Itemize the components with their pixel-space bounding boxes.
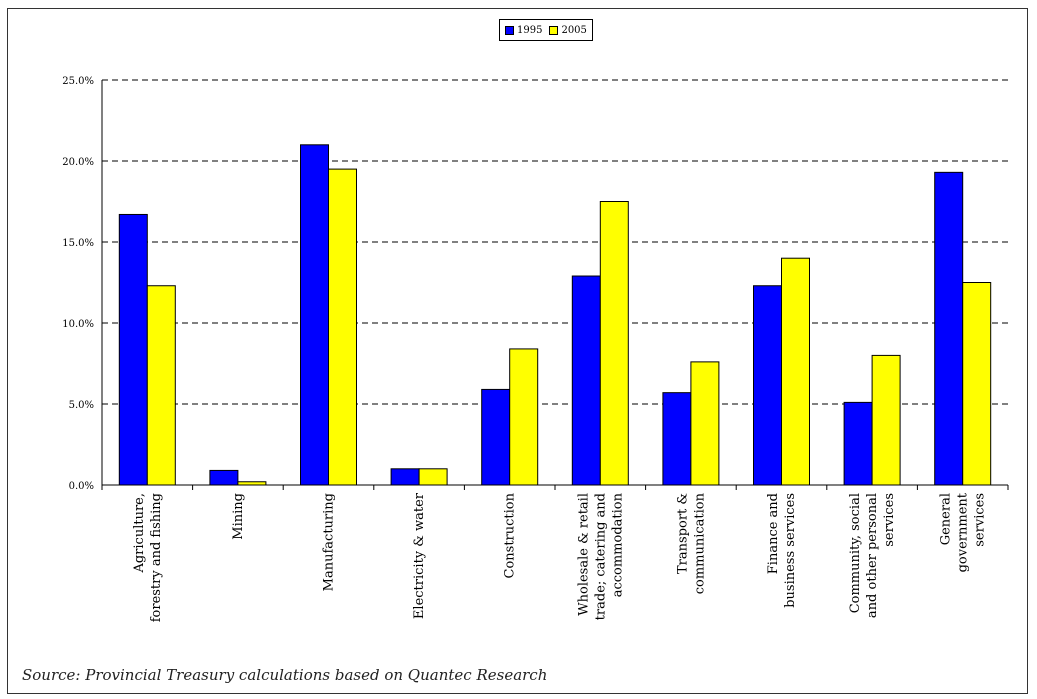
category-label-line: Community, social (848, 493, 863, 613)
bar-1995 (390, 468, 420, 486)
category-label: Construction (503, 492, 518, 578)
legend: 1995 2005 (499, 19, 593, 41)
bar-2005 (328, 168, 357, 486)
y-tick-label: 25.0% (62, 76, 94, 87)
category-label: Electricity & water (412, 492, 427, 619)
category-label-line: accommodation (610, 492, 625, 597)
category-label-line: communication (692, 492, 707, 594)
legend-item-2005: 2005 (549, 24, 587, 36)
category-label: Mining (231, 493, 246, 540)
bar-1995 (843, 401, 873, 486)
category-label-line: Transport & (675, 493, 690, 574)
legend-label-2005: 2005 (561, 24, 587, 36)
bar-2005 (237, 481, 267, 486)
category-label-line: government (956, 492, 971, 572)
bar-2005 (418, 468, 448, 486)
legend-swatch-1995 (505, 25, 514, 35)
category-label: General government services (939, 492, 988, 572)
category-label-line: Agriculture, (132, 493, 147, 574)
bar-2005 (962, 282, 992, 486)
bar-2005 (146, 285, 176, 486)
category-label: Transport & communication (675, 492, 707, 594)
category-label-line: services (882, 493, 897, 547)
category-label-line: forestry and fishing (149, 493, 164, 622)
category-label: Community, social and other personal servi… (848, 493, 897, 618)
bar-1995 (662, 392, 692, 486)
y-tick-label: 0.0% (69, 481, 94, 492)
category-label-line: and other personal (865, 493, 880, 618)
category-label: Wholesale & retail trade; catering and acc… (576, 492, 625, 620)
category-label-line: General (939, 493, 954, 545)
y-tick-label: 15.0% (62, 238, 94, 249)
category-label: Finance and business services (766, 493, 798, 608)
bar-1995 (209, 469, 239, 486)
bar-2005 (781, 257, 810, 486)
legend-item-1995: 1995 (505, 25, 542, 36)
category-label-line: Manufacturing (322, 493, 337, 591)
category-label-line: trade; catering and (593, 493, 608, 620)
y-tick-label: 10.0% (62, 319, 94, 330)
bar-2005 (599, 201, 629, 486)
category-label-line: services (973, 493, 988, 547)
bar-1995 (481, 388, 511, 486)
bar-1995 (934, 171, 964, 486)
category-label-line: Mining (231, 493, 246, 540)
category-label: Manufacturing (322, 493, 337, 591)
bar-2005 (871, 354, 901, 486)
y-tick-label: 20.0% (62, 157, 94, 168)
bar-2005 (690, 361, 720, 486)
bar-1995 (571, 275, 601, 486)
category-label-line: Finance and (766, 493, 781, 574)
category-label: Agriculture, forestry and fishing (132, 493, 164, 622)
legend-swatch-2005 (549, 25, 559, 35)
bar-1995 (753, 285, 782, 486)
bar-1995 (118, 213, 148, 486)
category-label-line: Construction (503, 492, 518, 578)
category-label-line: Electricity & water (412, 492, 427, 619)
source-note: Source: Provincial Treasury calculations… (22, 666, 548, 684)
legend-label-1995: 1995 (517, 24, 543, 36)
category-label-line: business services (783, 493, 798, 608)
bar-2005 (509, 348, 539, 486)
y-tick-label: 5.0% (69, 400, 94, 411)
category-label-line: Wholesale & retail (576, 493, 591, 616)
bar-1995 (300, 144, 329, 486)
